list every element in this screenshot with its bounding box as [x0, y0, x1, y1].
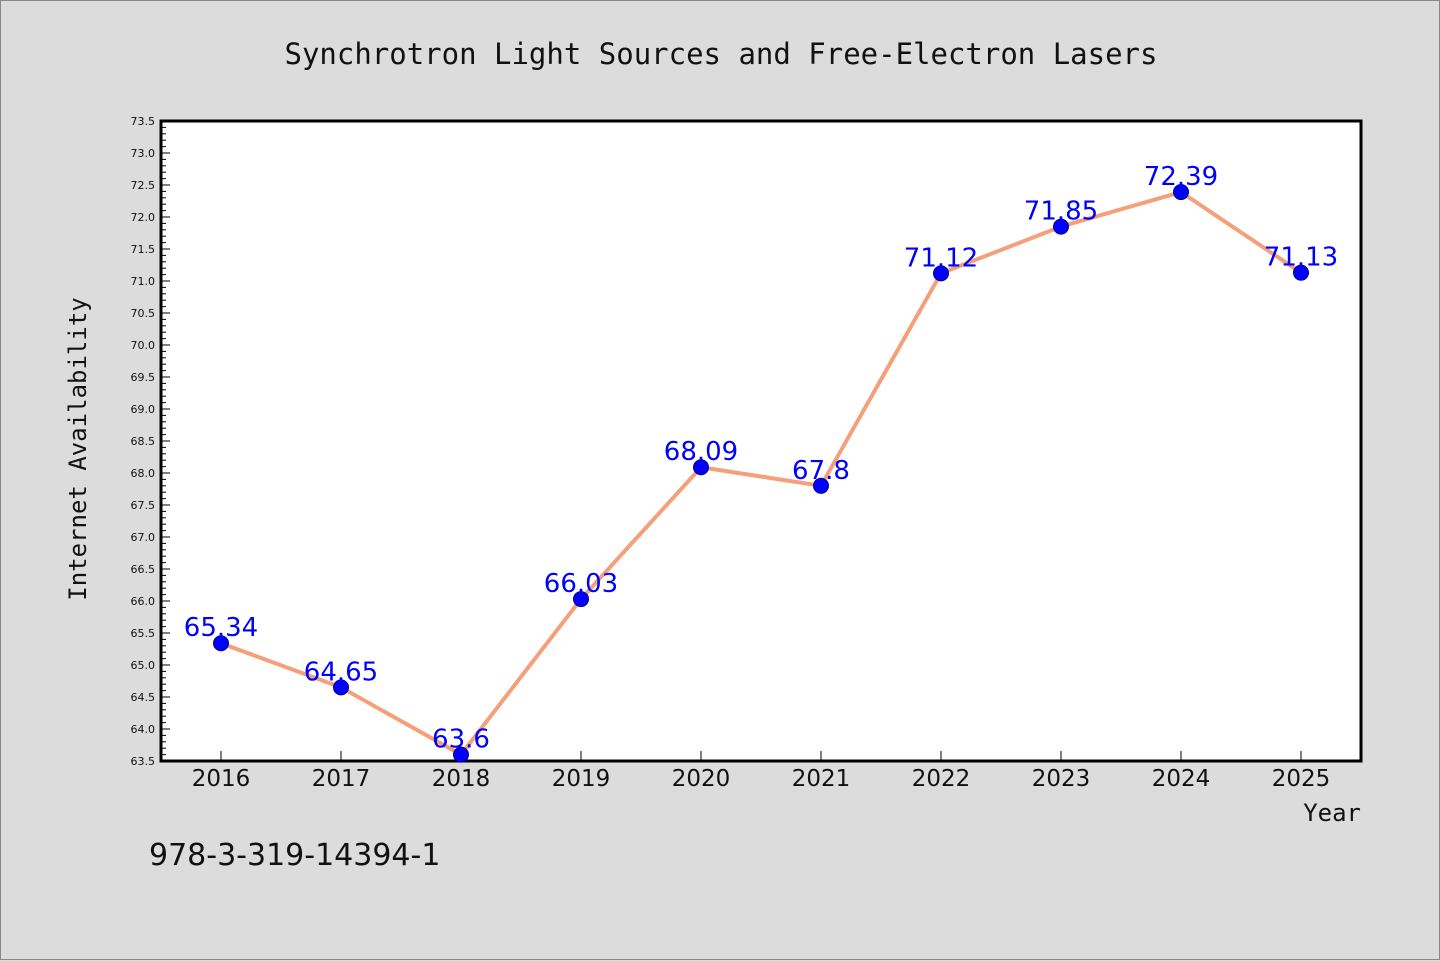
y-axis-label: Internet Availability — [64, 297, 92, 600]
y-tick-label: 72.5 — [131, 179, 156, 192]
y-tick-label: 66.5 — [131, 563, 156, 576]
data-point — [933, 265, 949, 282]
y-tick-label: 71.5 — [131, 243, 156, 256]
y-tick-label: 69.0 — [131, 403, 156, 416]
data-point — [573, 591, 589, 608]
y-tick-label: 69.5 — [131, 371, 156, 384]
data-label: 63.6 — [432, 725, 490, 755]
y-tick-label: 72.0 — [131, 211, 156, 224]
data-label: 66.03 — [544, 569, 618, 599]
data-label: 68.09 — [664, 437, 738, 467]
plot-area — [159, 119, 1363, 763]
chart-title: Synchrotron Light Sources and Free-Elect… — [285, 37, 1158, 71]
data-label: 64.65 — [304, 657, 378, 687]
y-tick-label: 67.5 — [131, 499, 156, 512]
y-tick-label: 65.0 — [131, 659, 156, 672]
data-label: 65.34 — [184, 613, 258, 643]
y-tick-label: 66.0 — [131, 595, 156, 608]
data-point — [1293, 264, 1309, 281]
y-tick-label: 68.5 — [131, 435, 156, 448]
x-tick-label: 2023 — [1032, 766, 1091, 792]
x-axis: 2016 2017 2018 2019 2020 2021 2022 2023 2024 2025 — [192, 751, 1331, 792]
data-point — [693, 459, 709, 476]
x-tick-label: 2025 — [1272, 766, 1331, 792]
series-line — [220, 190, 1303, 757]
y-axis: 63.5 64.0 64.5 65.0 65.5 66.0 66.5 67.0 67.5 68.0… — [131, 115, 170, 768]
data-point — [333, 679, 349, 696]
x-tick-label: 2024 — [1152, 766, 1211, 792]
data-point — [1173, 184, 1189, 201]
data-point — [813, 477, 829, 494]
data-label: 72.39 — [1144, 162, 1218, 192]
y-tick-label: 70.5 — [131, 307, 156, 320]
x-tick-label: 2022 — [912, 766, 971, 792]
y-tick-label: 64.0 — [131, 723, 156, 736]
y-tick-label: 73.5 — [131, 115, 156, 128]
footer-note: 978-3-319-14394-1 — [149, 838, 440, 873]
x-tick-label: 2021 — [792, 766, 851, 792]
x-tick-label: 2018 — [432, 766, 491, 792]
data-point — [213, 635, 229, 652]
y-tick-label: 65.5 — [131, 627, 156, 640]
data-label: 71.13 — [1264, 243, 1338, 273]
data-label: 71.12 — [904, 243, 978, 273]
y-tick-label: 63.5 — [131, 755, 156, 768]
x-tick-label: 2016 — [192, 766, 251, 792]
y-tick-label: 71.0 — [131, 275, 156, 288]
x-axis-label: Year — [1303, 799, 1361, 827]
data-point — [453, 746, 469, 763]
data-point — [1053, 218, 1069, 235]
data-label: 67.8 — [792, 456, 850, 486]
y-tick-label: 70.0 — [131, 339, 156, 352]
x-tick-label: 2017 — [312, 766, 371, 792]
y-tick-label: 64.5 — [131, 691, 156, 704]
series-group: 65.34 64.65 63.6 66.03 68.09 67.8 71.12 71.85 72… — [184, 162, 1338, 763]
data-label: 71.85 — [1024, 197, 1098, 227]
x-tick-label: 2019 — [552, 766, 611, 792]
x-tick-label: 2020 — [672, 766, 731, 792]
y-tick-label: 73.0 — [131, 147, 156, 160]
y-tick-label: 68.0 — [131, 467, 156, 480]
y-tick-label: 67.0 — [131, 531, 156, 544]
